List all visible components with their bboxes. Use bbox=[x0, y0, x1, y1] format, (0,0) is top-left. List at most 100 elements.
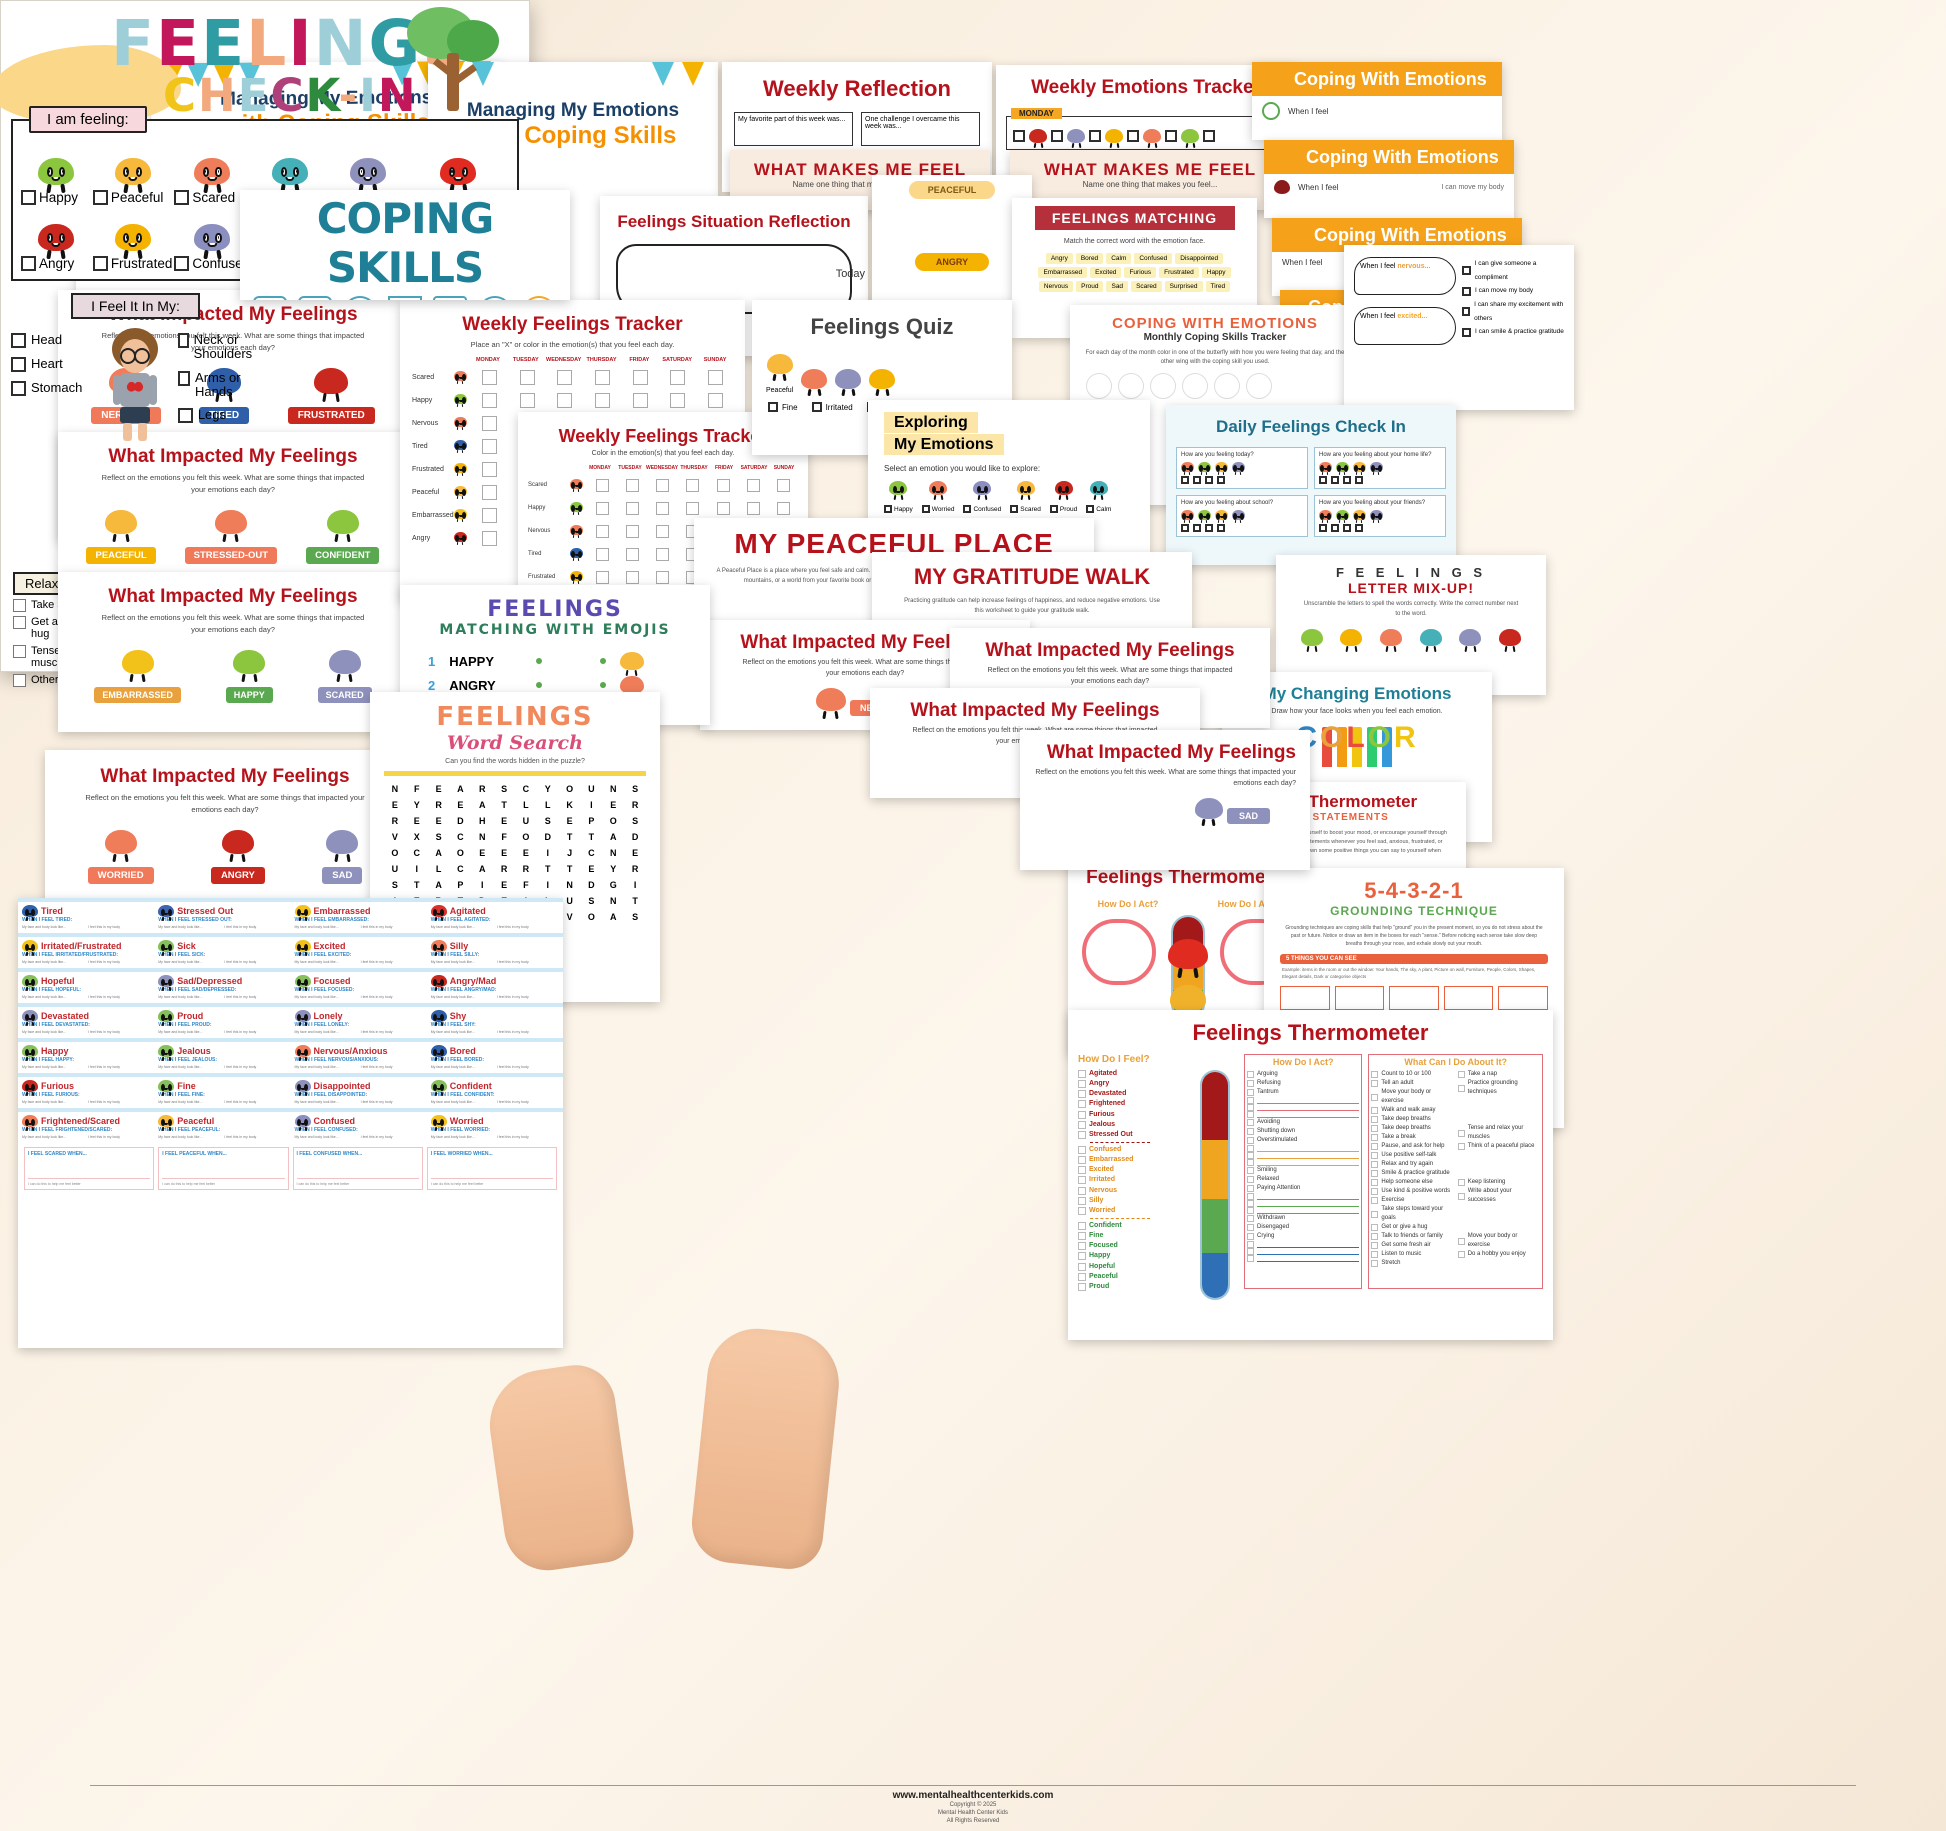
tracker-cell[interactable] bbox=[482, 484, 498, 500]
emotion-card[interactable]: Peaceful WHEN I FEEL PEACEFUL: My face and… bbox=[154, 1108, 291, 1143]
thermo-do-item[interactable]: Pause, and ask for help bbox=[1371, 1142, 1453, 1151]
emotion-card-bottom-row[interactable]: I FEEL SCARED WHEN... I can do this to he… bbox=[18, 1143, 563, 1190]
matching-word[interactable]: Excited bbox=[1090, 267, 1122, 278]
checkbox[interactable] bbox=[1247, 1119, 1254, 1126]
checkbox[interactable] bbox=[1457, 1071, 1465, 1078]
tracker-cell[interactable] bbox=[595, 369, 611, 385]
matching-word[interactable]: Happy bbox=[1201, 267, 1231, 278]
tracker-cell[interactable] bbox=[656, 570, 670, 584]
emotion-card[interactable]: Devastated WHEN I FEEL DEVASTATED: My face… bbox=[18, 1003, 155, 1038]
thermo-feel-item[interactable]: Fine bbox=[1078, 1231, 1186, 1241]
checkbox[interactable] bbox=[92, 256, 108, 271]
thermo-do-item[interactable]: Talk to friends or family bbox=[1371, 1232, 1453, 1241]
coping-skill-item[interactable]: Other: bbox=[13, 674, 133, 688]
tracker-cell[interactable] bbox=[595, 392, 611, 408]
thermo-do-item[interactable]: Take a break bbox=[1371, 1133, 1453, 1142]
checkbox[interactable] bbox=[1371, 1242, 1379, 1249]
thermo-act-blank[interactable] bbox=[1247, 1248, 1360, 1255]
exploring-option-proud[interactable]: Proud bbox=[1049, 481, 1077, 515]
checkbox[interactable] bbox=[1343, 476, 1351, 484]
matching-word[interactable]: Angry bbox=[1045, 253, 1073, 264]
checkbox[interactable] bbox=[1247, 1167, 1254, 1174]
checkbox[interactable] bbox=[1371, 1197, 1379, 1204]
checkbox[interactable] bbox=[1371, 1125, 1379, 1132]
sheet-gratitude-walk[interactable]: MY GRATITUDE WALK Practicing gratitude c… bbox=[872, 552, 1192, 662]
checkbox[interactable] bbox=[1049, 505, 1058, 513]
checkbox[interactable] bbox=[11, 333, 26, 348]
checkbox[interactable] bbox=[921, 505, 930, 513]
emotion-card-bottom[interactable]: I FEEL WORRIED WHEN... I can do this to h… bbox=[426, 1147, 557, 1190]
tracker-cell[interactable] bbox=[632, 369, 648, 385]
checkbox[interactable] bbox=[1247, 1215, 1254, 1222]
checkbox[interactable] bbox=[1078, 1070, 1086, 1079]
thermo-do-item[interactable]: Move your body or exercise bbox=[1371, 1088, 1453, 1106]
exploring-option-calm[interactable]: Calm bbox=[1086, 481, 1111, 515]
checkbox[interactable] bbox=[1078, 1232, 1086, 1241]
emotion-card[interactable]: Furious WHEN I FEEL FURIOUS: My face and b… bbox=[18, 1073, 155, 1108]
checkbox[interactable] bbox=[177, 408, 193, 424]
tracker-row[interactable]: Happy bbox=[412, 391, 733, 409]
checkbox[interactable] bbox=[1078, 1156, 1086, 1165]
checkbox[interactable] bbox=[1078, 1196, 1086, 1205]
daily-question-card[interactable]: How are you feeling about your home life… bbox=[1314, 447, 1446, 489]
thermo-feel-item[interactable]: Focused bbox=[1078, 1241, 1186, 1251]
checkbox[interactable] bbox=[1086, 505, 1095, 513]
emotion-card[interactable]: Hopeful WHEN I FEEL HOPEFUL: My face and b… bbox=[18, 968, 155, 1003]
emotion-card[interactable]: Angry/Mad WHEN I FEEL ANGRY/MAD: My face a… bbox=[426, 968, 563, 1003]
tracker-checkbox[interactable] bbox=[1127, 130, 1139, 142]
tracker-checkbox[interactable] bbox=[1013, 130, 1025, 142]
checkbox[interactable] bbox=[1457, 1237, 1465, 1245]
matching-word[interactable]: Confused bbox=[1134, 253, 1173, 264]
checkbox[interactable] bbox=[884, 505, 892, 513]
tracker-checkbox[interactable] bbox=[1165, 130, 1177, 142]
matching-word[interactable]: Nervous bbox=[1038, 281, 1074, 292]
brand-url[interactable]: www.mentalhealthcenterkids.com bbox=[892, 1789, 1054, 1801]
tracker-cell[interactable] bbox=[656, 501, 670, 515]
checkbox[interactable] bbox=[1078, 1130, 1086, 1139]
thermo-act-item[interactable]: Tantrum bbox=[1247, 1088, 1359, 1097]
tracker-row[interactable]: Scared bbox=[528, 476, 798, 494]
coping-checkbox[interactable] bbox=[1462, 327, 1471, 337]
checkbox[interactable] bbox=[1457, 1129, 1465, 1137]
emotion-card[interactable]: Worried WHEN I FEEL WORRIED: My face and b… bbox=[426, 1108, 563, 1143]
thermo-do-item[interactable]: Take deep breaths bbox=[1371, 1124, 1453, 1133]
matching-word[interactable]: Surprised bbox=[1164, 281, 1203, 292]
checkbox[interactable] bbox=[1247, 1089, 1254, 1096]
exploring-options[interactable]: Happy Worried Confused Scared Proud Calm bbox=[868, 473, 1150, 523]
checkbox[interactable] bbox=[1078, 1080, 1086, 1089]
emotion-card[interactable]: Disappointed WHEN I FEEL DISAPPOINTED: My … bbox=[290, 1073, 427, 1108]
emotion-card[interactable]: Sick WHEN I FEEL SICK: My face and body lo… bbox=[154, 933, 291, 968]
emotion-card[interactable]: Silly WHEN I FEEL SILLY: My face and body … bbox=[426, 933, 563, 968]
checkbox[interactable] bbox=[1355, 476, 1363, 484]
emotion-option-angry[interactable]: Angry bbox=[21, 207, 91, 271]
checkbox[interactable] bbox=[1371, 1260, 1379, 1267]
checkbox[interactable] bbox=[1010, 505, 1019, 513]
thermo-feel-item[interactable]: Hopeful bbox=[1078, 1262, 1186, 1272]
thermo-act-blank[interactable] bbox=[1247, 1207, 1360, 1214]
thermo-act-item[interactable]: Withdrawn bbox=[1247, 1214, 1359, 1223]
tracker-cell[interactable] bbox=[557, 392, 573, 408]
tracker-cell[interactable] bbox=[625, 547, 639, 561]
matching-word[interactable]: Sad bbox=[1106, 281, 1129, 292]
thermo-do-item[interactable]: Count to 10 or 100 bbox=[1371, 1070, 1453, 1079]
reflection-prompt-a[interactable]: My favorite part of this week was... bbox=[734, 112, 853, 146]
thermo-act-blank[interactable] bbox=[1247, 1111, 1360, 1118]
tracker-cell[interactable] bbox=[482, 369, 498, 385]
checkbox[interactable] bbox=[174, 256, 190, 271]
checkbox[interactable] bbox=[92, 190, 108, 205]
checkbox[interactable] bbox=[1247, 1137, 1254, 1144]
thermo-feel-item[interactable]: Proud bbox=[1078, 1282, 1186, 1292]
body-part-legs[interactable]: Legs bbox=[177, 407, 260, 424]
emotion-card[interactable]: Proud WHEN I FEEL PROUD: My face and body … bbox=[154, 1003, 291, 1038]
thermo-act-blank[interactable] bbox=[1247, 1193, 1360, 1200]
thermo-do-item[interactable]: Use kind & positive words bbox=[1371, 1187, 1453, 1196]
tracker-cell[interactable] bbox=[595, 547, 609, 561]
thermo-feel-item[interactable]: Peaceful bbox=[1078, 1272, 1186, 1282]
matching-word[interactable]: Embarrassed bbox=[1038, 267, 1088, 278]
thermo-feel-item[interactable]: Embarrassed bbox=[1078, 1155, 1186, 1165]
coping-checkbox[interactable] bbox=[1462, 307, 1471, 317]
tracker-cell[interactable] bbox=[482, 415, 498, 431]
emotion-card[interactable]: Confident WHEN I FEEL CONFIDENT: My face a… bbox=[426, 1073, 563, 1108]
checkbox[interactable] bbox=[1217, 524, 1225, 532]
thought-cloud[interactable] bbox=[1082, 919, 1156, 985]
